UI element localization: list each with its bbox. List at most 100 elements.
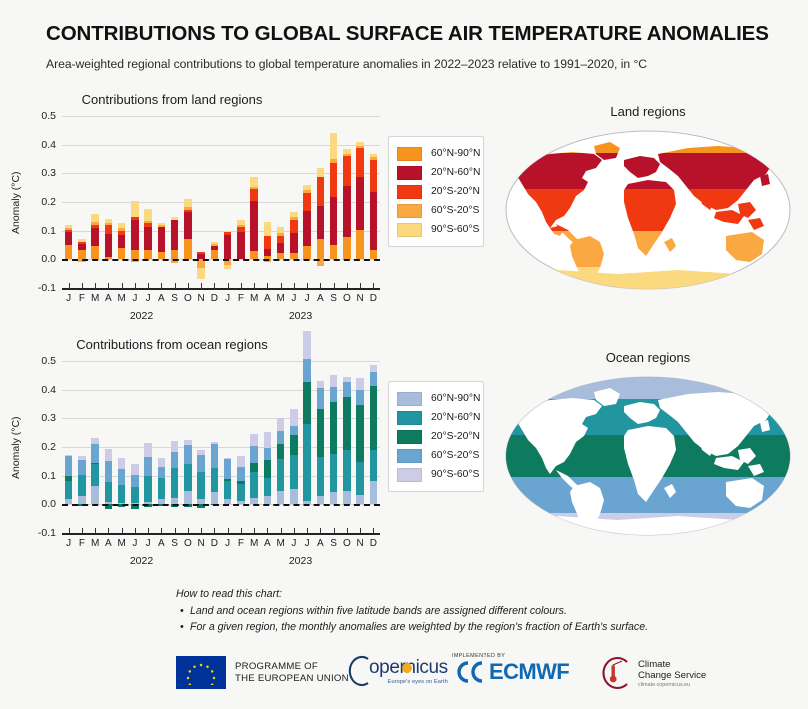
- eu-stars-icon: [186, 663, 216, 685]
- bar-segment: [356, 389, 364, 406]
- bar-ocean-22: [356, 361, 364, 533]
- x-axis-tick: [148, 528, 150, 534]
- bar-segment: [250, 463, 258, 472]
- legend-item-ocean-0[interactable]: 60°N-90°N: [397, 389, 480, 408]
- bar-ocean-3: [104, 361, 113, 533]
- y-axis-tick-label: 0.5: [41, 110, 56, 122]
- bar-land-20: [329, 116, 338, 288]
- x-axis-tick: [293, 528, 295, 534]
- x-axis-tick: [201, 528, 203, 534]
- bar-segment: [104, 219, 113, 223]
- y-axis-tick-label: -0.1: [37, 282, 56, 294]
- month-label: A: [105, 538, 112, 549]
- month-label: J: [66, 293, 72, 304]
- x-axis-tick: [174, 528, 176, 534]
- legend-swatch: [397, 391, 422, 406]
- bar-ocean-16: [276, 361, 285, 533]
- month-label: J: [304, 538, 310, 549]
- bar-land-12: [223, 116, 232, 288]
- bar-segment: [64, 455, 73, 457]
- bar-segment: [263, 496, 272, 505]
- how-to-read-bullet-1: Land and ocean regions within five latit…: [180, 603, 648, 620]
- x-axis-tick: [333, 283, 335, 289]
- legend-item-land-3[interactable]: 60°S-20°S: [397, 201, 479, 220]
- x-axis-tick: [227, 528, 229, 534]
- bar-segment: [343, 156, 351, 187]
- month-label: M: [276, 293, 285, 304]
- bar-segment: [356, 142, 364, 147]
- bar-segment: [250, 250, 258, 260]
- ccs-url: climate.copernicus.eu: [638, 681, 691, 688]
- month-label: N: [197, 293, 205, 304]
- bar-segment: [117, 502, 126, 505]
- bar-segment: [184, 207, 192, 210]
- how-to-read-block: How to read this chart: Land and ocean r…: [176, 586, 648, 636]
- month-label: S: [330, 293, 337, 304]
- legend-item-land-4[interactable]: 90°S-60°S: [397, 220, 479, 239]
- legend-item-land-0[interactable]: 60°N-90°N: [397, 144, 480, 163]
- bar-segment: [303, 331, 311, 359]
- legend-item-land-2[interactable]: 20°S-20°N: [397, 182, 480, 201]
- bar-segment: [144, 476, 152, 503]
- ocean-map-title: Ocean regions: [605, 350, 691, 365]
- bar-segment: [117, 458, 126, 470]
- bar-land-22: [356, 116, 364, 288]
- legend-item-ocean-2[interactable]: 20°S-20°N: [397, 427, 480, 446]
- bar-segment: [329, 197, 338, 245]
- bar-segment: [316, 387, 325, 410]
- copernicus-mark-icon: [348, 656, 369, 686]
- month-label: F: [237, 538, 244, 549]
- bar-segment: [290, 233, 298, 253]
- bar-segment: [237, 483, 245, 501]
- bar-segment: [369, 159, 378, 193]
- bar-segment: [91, 227, 99, 246]
- legend-item-ocean-1[interactable]: 20°N-60°N: [397, 408, 480, 427]
- legend-swatch: [397, 429, 422, 444]
- bar-segment: [303, 246, 311, 260]
- bar-segment: [343, 450, 351, 492]
- bar-segment: [223, 499, 232, 505]
- bar-segment: [237, 231, 245, 260]
- y-axis-tick-label: 0.3: [41, 412, 56, 425]
- bar-segment: [157, 226, 166, 252]
- month-label: M: [249, 538, 259, 549]
- bar-segment: [91, 222, 99, 226]
- land-plot-area: -0.1 0.0 0.1 0.2 0.3 0.4 0.5 Anomaly (°C) J F M A M J…: [10, 110, 380, 322]
- bar-segment: [104, 256, 113, 260]
- eu-logo-line1: PROGRAMME OF: [235, 660, 318, 672]
- legend-item-land-1[interactable]: 20°N-60°N: [397, 163, 480, 182]
- bar-segment: [290, 455, 298, 489]
- bar-segment: [91, 464, 99, 487]
- bar-segment: [157, 477, 166, 499]
- legend-swatch: [397, 222, 422, 237]
- bar-segment: [276, 252, 285, 260]
- bar-segment: [78, 239, 86, 242]
- y-axis-label: Anomaly (°C): [10, 416, 22, 479]
- month-label: O: [183, 538, 192, 549]
- legend-label: 60°N-90°N: [431, 148, 481, 159]
- bar-segment: [276, 233, 285, 236]
- month-label: O: [342, 538, 351, 549]
- bar-segment: [64, 481, 73, 500]
- bar-land-4: [117, 116, 126, 288]
- bar-segment: [197, 267, 205, 279]
- legend-swatch: [397, 410, 422, 425]
- bar-segment: [369, 365, 378, 372]
- bar-ocean-4: [117, 361, 126, 533]
- legend-item-ocean-4[interactable]: 90°S-60°S: [397, 465, 479, 484]
- bar-ocean-19: [316, 361, 325, 533]
- bar-segment: [184, 439, 192, 445]
- copernicus-logo: opernicus Europe's eyes on Earth: [346, 654, 448, 688]
- x-axis-tick: [68, 528, 70, 534]
- bar-segment: [263, 447, 272, 460]
- gridline: [62, 475, 380, 477]
- month-label: N: [356, 538, 364, 549]
- bar-segment: [356, 177, 364, 230]
- bar-segment: [117, 230, 126, 235]
- legend-item-ocean-3[interactable]: 60°S-20°S: [397, 446, 479, 465]
- bar-segment: [64, 245, 73, 260]
- legend-swatch: [397, 184, 422, 199]
- land-chart-panel: Contributions from land regions -0.1 0.0 0…: [0, 92, 500, 332]
- year-label: 2022: [129, 555, 154, 567]
- bar-segment: [197, 251, 205, 255]
